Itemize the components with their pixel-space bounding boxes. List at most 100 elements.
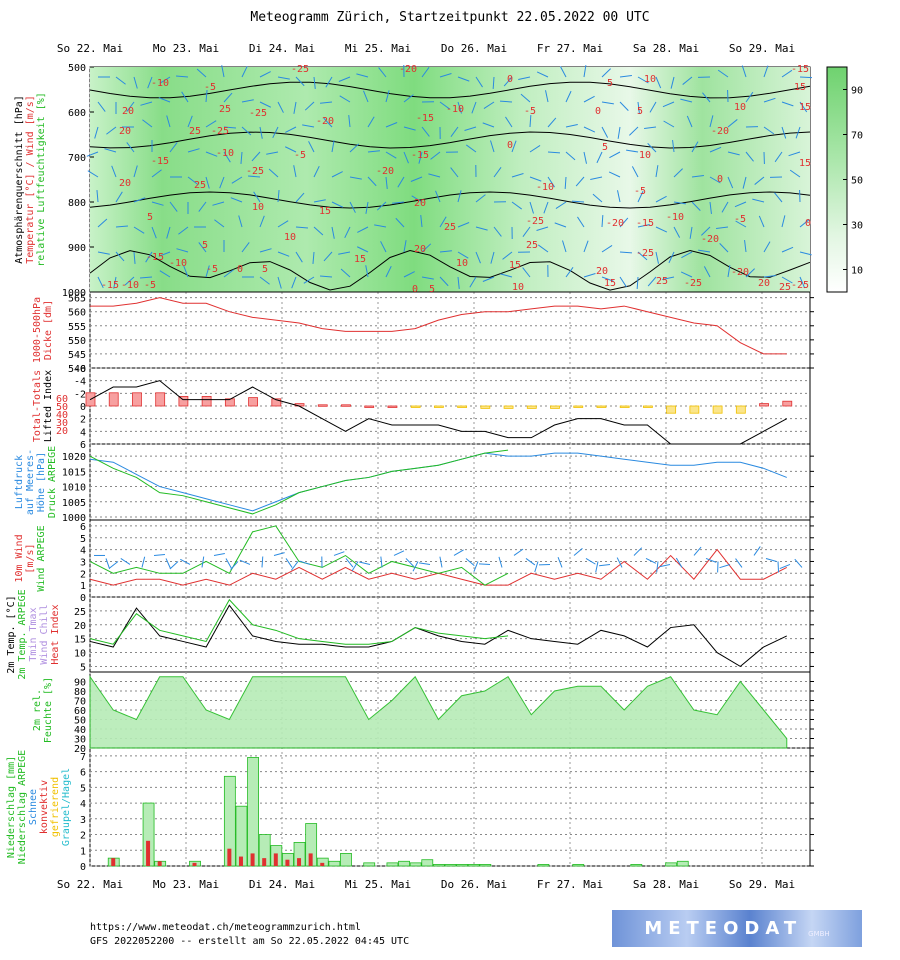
- wind-barb: [529, 114, 532, 128]
- temperature-contour-label: -25: [636, 248, 654, 259]
- wind-barb: [629, 126, 639, 136]
- wind-barb: [644, 126, 657, 129]
- wind-barb: [799, 276, 806, 289]
- wind-barb: [304, 101, 315, 111]
- wind-barb: [231, 176, 243, 184]
- wind-arrow: [616, 557, 623, 568]
- wind-barb: [312, 251, 315, 264]
- wind-barb: [680, 98, 693, 103]
- wind-barb: [662, 101, 675, 108]
- wind-barb: [87, 170, 99, 178]
- y-axis-label: Graupel/Hagel: [61, 768, 72, 846]
- wind-arrow: [290, 561, 299, 571]
- y-tick-label: 1015: [62, 467, 86, 478]
- wind-barb: [113, 276, 117, 289]
- y-axis-label: relative Luftfeuchtigkeit [%]: [36, 92, 47, 267]
- y-axis-label: Feuchte [%]: [43, 677, 54, 743]
- temperature-contour-label: -15: [146, 252, 164, 263]
- temperature-contour-label: 0: [595, 106, 601, 117]
- precip-bar: [456, 864, 469, 867]
- wind-barb: [241, 99, 254, 103]
- wind-arrow: [201, 556, 205, 568]
- wind-barb: [106, 126, 117, 135]
- wind-barb: [490, 140, 495, 153]
- total-totals-bar: [433, 405, 444, 408]
- wind-barb: [702, 92, 711, 103]
- wind-barb: [701, 226, 711, 236]
- wind-arrow: [659, 563, 671, 568]
- y-tick-label: 500: [68, 63, 86, 74]
- wind-barb: [709, 115, 714, 128]
- wind-barb: [727, 119, 738, 128]
- wind-barb: [385, 122, 398, 128]
- wind-barb: [655, 165, 659, 178]
- temperature-contour-label: 20: [119, 178, 131, 189]
- wind-barb: [601, 126, 609, 138]
- wind-barb: [295, 251, 303, 263]
- y-tick-label: 1000: [62, 513, 86, 524]
- total-totals-bar: [341, 404, 351, 407]
- wind-barb: [348, 115, 351, 128]
- wind-arrow: [633, 547, 643, 556]
- pressure-line-arpege: [89, 449, 509, 515]
- temperature-contour-label: -10: [151, 78, 169, 89]
- wind-barb: [418, 151, 423, 164]
- wind-arrow: [230, 561, 239, 570]
- wind-barb: [303, 276, 315, 284]
- wind-barb: [320, 101, 333, 104]
- wind-barb: [626, 149, 639, 153]
- wind-barb: [349, 176, 362, 180]
- wind-barb: [133, 76, 138, 89]
- lifted-index-line: [89, 380, 788, 445]
- wind-barb: [219, 176, 225, 189]
- wind-barb: [691, 141, 699, 153]
- wind-arrow: [693, 546, 702, 556]
- convective-bar: [320, 862, 325, 866]
- wind-barb: [457, 222, 470, 228]
- wind-barb: [126, 142, 135, 153]
- wind-barb: [536, 226, 549, 231]
- total-totals-tick: 60: [56, 394, 68, 405]
- wind-barb: [637, 251, 648, 261]
- wind-barb: [340, 268, 351, 278]
- wind-barb: [158, 97, 171, 103]
- wind-barb: [277, 251, 290, 257]
- temperature-contour-label: 15: [509, 260, 521, 271]
- precip-bar: [432, 864, 445, 867]
- wind-barb: [565, 266, 574, 278]
- temperature-contour-label: 10: [456, 258, 468, 269]
- wind-barb: [385, 265, 392, 278]
- wind-barb: [284, 146, 297, 153]
- total-totals-bar: [643, 405, 653, 408]
- wind-barb: [601, 276, 614, 282]
- y-axis-label: Wind Chill: [39, 604, 50, 664]
- wind-barb: [428, 173, 441, 178]
- wind-barb: [763, 97, 776, 103]
- wind-barb: [482, 276, 495, 282]
- wind-barb: [259, 215, 265, 228]
- wind-barb: [293, 165, 297, 178]
- y-tick-label: 4: [80, 799, 86, 810]
- y-axis-label: Tmin Tmax: [28, 607, 39, 661]
- chart-title: Meteogramm Zürich, Startzeitpunkt 22.05.…: [250, 10, 650, 25]
- colorbar-tick-label: 70: [851, 131, 863, 142]
- y-axis-label: [m/s]: [25, 543, 36, 573]
- wind-barb: [196, 68, 207, 78]
- meteodat-logo: METEODAT GMBH: [612, 910, 862, 947]
- temperature-contour-label: 15: [799, 158, 811, 169]
- wind-barb: [176, 248, 189, 253]
- wind-barb: [403, 151, 409, 164]
- wind-barb: [308, 141, 315, 153]
- colorbar-tick-label: 30: [851, 221, 863, 232]
- wind-arrow: [498, 556, 503, 568]
- y-axis-label: Temperatur [°C] / Wind [m/s]: [25, 95, 36, 264]
- y-tick-label: 1: [80, 846, 86, 857]
- wind-barb: [104, 148, 117, 153]
- wind-barb: [601, 214, 604, 228]
- wind-barb: [277, 101, 284, 113]
- wind-barb: [505, 116, 513, 128]
- temperature-contour-label: -25: [791, 280, 809, 291]
- wind-barb: [166, 226, 171, 239]
- wind-barb: [313, 76, 316, 89]
